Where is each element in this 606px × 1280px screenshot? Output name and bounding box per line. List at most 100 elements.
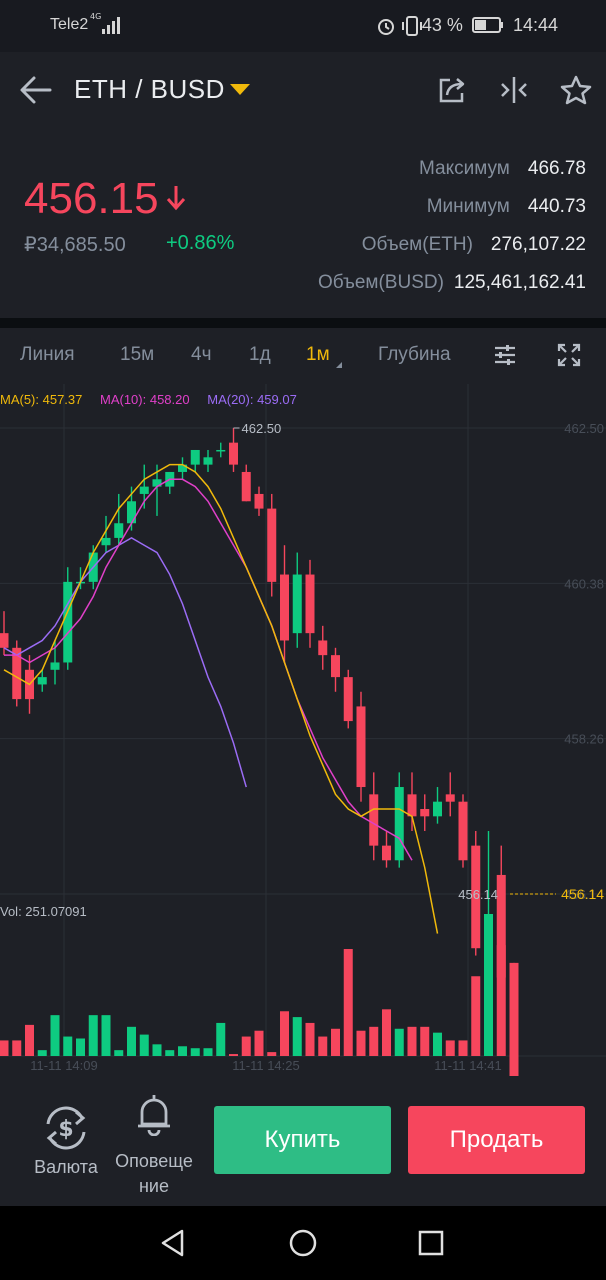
candle-up — [114, 523, 124, 538]
candle-down — [496, 874, 506, 978]
volume-bar — [114, 1050, 124, 1056]
volume-bar — [318, 1036, 328, 1056]
last-price: 456.15 — [24, 174, 159, 223]
clock: 14:44 — [512, 15, 558, 35]
volume-bar — [165, 1050, 175, 1056]
candle-up — [394, 787, 404, 861]
volume-bar — [356, 1030, 366, 1056]
nav-back-icon[interactable] — [158, 1228, 188, 1258]
indicator-settings-icon[interactable] — [492, 342, 518, 368]
candle-up — [203, 457, 213, 465]
fullscreen-icon[interactable] — [556, 342, 582, 368]
stat-label: Объем(BUSD) — [317, 272, 444, 293]
candle-up — [37, 677, 47, 685]
volume-bar — [331, 1028, 340, 1056]
last-price-label: 456.14 — [458, 887, 498, 902]
tab-line[interactable]: Линия — [20, 344, 75, 365]
pair-dropdown-icon[interactable] — [230, 84, 250, 95]
stat-value: 276,107.22 — [490, 234, 586, 255]
status-bar: Tele2 4G 43 % 14:44 — [0, 0, 606, 50]
volume-bar — [139, 1034, 149, 1056]
candle-down — [241, 471, 251, 502]
price-down-arrow-icon — [166, 186, 186, 211]
candle-down — [471, 845, 481, 949]
carrier-name: Tele2 — [50, 16, 89, 33]
currency-button[interactable]: $ Валюта — [28, 1104, 104, 1178]
star-icon[interactable] — [560, 74, 592, 106]
volume-bar — [229, 1054, 238, 1056]
network-type: 4G — [90, 12, 102, 21]
candle-up — [178, 464, 187, 472]
ma20-line — [3, 537, 247, 788]
nav-recents-icon[interactable] — [416, 1228, 446, 1258]
volume-bar — [0, 1040, 9, 1056]
candle-up — [292, 574, 302, 634]
ma5-line — [3, 463, 439, 934]
system-nav-bar — [0, 1206, 606, 1280]
volume-bar — [369, 1026, 379, 1056]
price-tick-label: 456.14 — [564, 887, 604, 902]
alert-button[interactable]: Оповеще ние — [108, 1092, 200, 1199]
candle-down — [254, 493, 264, 509]
buy-button[interactable]: Купить — [214, 1106, 391, 1174]
time-tick-label: 11-11 14:41 — [434, 1058, 501, 1073]
volume-bar — [420, 1026, 430, 1056]
compare-icon[interactable] — [498, 74, 530, 106]
sell-button[interactable]: Продать — [408, 1106, 585, 1174]
volume-bar — [292, 1017, 302, 1056]
tab-4h[interactable]: 4ч — [191, 344, 212, 365]
volume-bar — [216, 1022, 226, 1056]
volume-bar — [63, 1036, 73, 1056]
candle-down — [0, 633, 9, 648]
candle-down — [356, 706, 366, 788]
candle-up — [101, 537, 111, 546]
volume-bar — [267, 1052, 277, 1056]
volume-bar — [203, 1048, 213, 1056]
candle-down — [420, 809, 430, 817]
candle-up — [127, 501, 136, 524]
alert-label-line1: Оповеще — [115, 1151, 193, 1171]
volume-bar — [254, 1030, 264, 1056]
trade-action-bar: $ Валюта Оповеще ние Купить Продать — [0, 1076, 606, 1206]
volume-bar — [76, 1038, 85, 1056]
last-price-tag: 456.14 — [561, 886, 604, 902]
stat-label: Максимум — [419, 158, 510, 179]
interval-more-icon[interactable] — [336, 362, 342, 368]
volume-bar — [101, 1015, 111, 1056]
alert-label-line2: ние — [138, 1176, 169, 1196]
svg-text:$: $ — [58, 1117, 73, 1142]
stat-value: 466.78 — [527, 158, 586, 179]
volume-bar — [509, 1009, 519, 1056]
candlestick-chart[interactable]: 462.50 460.38 458.26 456.14 462.50 456.14 456.… — [0, 384, 606, 1076]
bell-icon — [138, 1095, 170, 1137]
volume-bar — [152, 1044, 162, 1056]
tab-1d[interactable]: 1д — [249, 344, 271, 365]
back-arrow-icon[interactable] — [18, 72, 54, 108]
volume-bar — [471, 976, 481, 1056]
section-divider — [0, 318, 606, 328]
candle-up — [190, 449, 200, 465]
volume-bar — [37, 1050, 47, 1056]
tab-depth[interactable]: Глубина — [378, 344, 451, 365]
tab-1m[interactable]: 1м — [306, 344, 330, 365]
alert-label: Оповеще ние — [108, 1149, 200, 1199]
candle-down — [458, 801, 468, 861]
nav-home-icon[interactable] — [288, 1228, 318, 1258]
stat-row-volume-base: Объем(ETH) 276,107.22 — [246, 234, 586, 256]
ma-legend: MA(5): 457.37 MA(10): 458.20 MA(20): 459… — [0, 392, 311, 407]
battery-icon — [471, 17, 503, 33]
time-tick-label: 11-11 14:09 — [30, 1058, 97, 1073]
currency-exchange-icon: $ — [46, 1106, 86, 1150]
stat-value: 440.73 — [527, 196, 586, 217]
volume-bar — [305, 1022, 315, 1056]
candle-up — [139, 486, 149, 494]
pair-title[interactable]: ETH / BUSD — [74, 74, 225, 104]
volume-bar — [445, 1040, 455, 1056]
share-icon[interactable] — [436, 74, 468, 106]
change-percent: +0.86% — [166, 232, 235, 254]
volume-legend: Vol: 251.07091 — [0, 904, 87, 919]
volume-bar — [50, 1015, 60, 1056]
tab-15m[interactable]: 15м — [120, 344, 155, 365]
volume-bar — [496, 945, 506, 1056]
